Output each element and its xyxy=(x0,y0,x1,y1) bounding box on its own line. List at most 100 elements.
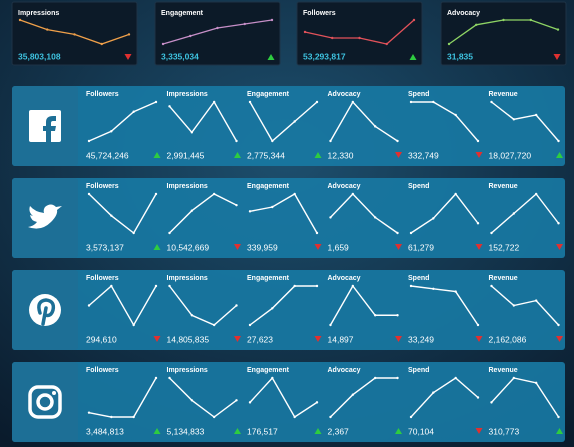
sparkline-point xyxy=(315,100,319,104)
kpi-card xyxy=(296,1,423,66)
kpi-title: Advocacy xyxy=(447,10,480,17)
sparkline-point xyxy=(529,18,532,22)
trend-arrow xyxy=(395,336,402,342)
sparkline-point xyxy=(212,100,216,104)
trend-arrow xyxy=(234,428,241,434)
sparkline-point xyxy=(168,231,171,235)
kpi-title: Engagement xyxy=(161,10,204,17)
metric-title: Spend xyxy=(408,183,429,190)
trend-arrow xyxy=(395,152,402,158)
metric-title: Advocacy xyxy=(328,183,361,190)
sparkline-point xyxy=(502,18,505,22)
sparkline-point xyxy=(243,22,246,26)
sparkline-point xyxy=(161,42,165,46)
sparkline-point xyxy=(373,314,377,317)
kpi-value: 3,335,034 xyxy=(161,51,199,61)
sparkline-point xyxy=(385,42,388,46)
metric-value: 3,484,813 xyxy=(86,426,124,436)
sparkline-point xyxy=(110,214,113,217)
trend-arrow xyxy=(153,336,161,342)
sparkline xyxy=(410,285,479,326)
sparkline-point xyxy=(87,411,91,414)
kpi-title: Impressions xyxy=(18,10,59,17)
metric-title: Revenue xyxy=(489,275,518,282)
sparkline-point xyxy=(271,376,274,380)
trend-arrow xyxy=(314,244,322,250)
platform-icon xyxy=(28,204,62,229)
sparkline xyxy=(490,377,560,418)
metric-value: 5,134,833 xyxy=(167,426,205,436)
sparkline-point xyxy=(216,26,219,30)
sparkline-point xyxy=(454,192,457,196)
sparkline-point xyxy=(87,139,91,143)
sparkline-point xyxy=(315,401,319,404)
platform-row xyxy=(12,178,565,258)
metric-value: 332,749 xyxy=(408,150,439,160)
metric-value: 1,659 xyxy=(328,242,350,252)
sparkline-point xyxy=(409,415,413,419)
sparkline-point xyxy=(512,304,516,307)
trend-arrow xyxy=(314,336,322,342)
sparkline-point xyxy=(512,118,516,121)
metric-title: Followers xyxy=(86,91,119,98)
sparkline xyxy=(249,101,318,143)
sparkline xyxy=(410,192,479,234)
metric-value: 294,610 xyxy=(86,334,117,344)
trend-arrow xyxy=(153,244,161,250)
sparkline-point xyxy=(132,415,135,419)
sparkline-point xyxy=(293,415,296,419)
icon-glyph xyxy=(37,298,56,326)
sparkline xyxy=(88,284,157,327)
sparkline-point xyxy=(46,28,49,31)
sparkline xyxy=(491,285,560,326)
metric-value: 152,722 xyxy=(489,242,520,252)
sparkline-point xyxy=(168,284,171,288)
sparkline-point xyxy=(409,231,413,235)
metric-title: Spend xyxy=(408,367,429,374)
metric-title: Impressions xyxy=(167,183,208,190)
sparkline-point xyxy=(373,376,377,380)
sparkline xyxy=(169,377,237,418)
sparkline xyxy=(169,193,237,234)
metric-title: Engagement xyxy=(247,275,290,282)
sparkline-point xyxy=(557,415,560,419)
trend-arrow xyxy=(395,428,402,434)
sparkline-point xyxy=(212,323,216,327)
icon-dot xyxy=(52,391,56,395)
trend-arrow xyxy=(153,152,161,158)
sparkline-point xyxy=(512,212,516,215)
sparkline-point xyxy=(454,113,457,117)
sparkline-point xyxy=(412,18,416,22)
trend-arrow xyxy=(234,336,241,342)
sparkline-point xyxy=(396,139,399,143)
sparkline-point xyxy=(190,131,194,134)
sparkline-point xyxy=(329,415,332,419)
sparkline-point xyxy=(557,139,560,143)
sparkline-point xyxy=(329,323,332,327)
metric-value: 176,517 xyxy=(247,426,278,436)
sparkline-point xyxy=(351,284,355,288)
icon-lens xyxy=(36,393,54,411)
metric-title: Revenue xyxy=(489,367,518,374)
sparkline-point xyxy=(18,18,22,22)
sparkline-point xyxy=(293,120,296,123)
sparkline-point xyxy=(409,284,413,288)
sparkline-point xyxy=(271,307,274,310)
icon-glyph xyxy=(28,204,62,229)
sparkline-point xyxy=(476,396,480,399)
sparkline-point xyxy=(490,284,493,288)
trend-arrow xyxy=(124,54,132,60)
sparkline-point xyxy=(329,216,332,219)
sparkline-point xyxy=(315,231,319,235)
trend-arrow xyxy=(556,244,563,250)
sparkline-point xyxy=(512,376,516,380)
metric-value: 2,162,086 xyxy=(489,334,527,344)
icon-frame xyxy=(28,385,62,419)
metric-value: 3,573,137 xyxy=(86,242,124,252)
sparkline-point xyxy=(476,323,480,327)
sparkline-point xyxy=(110,284,113,288)
metric-value: 2,991,445 xyxy=(167,150,205,160)
sparkline-point xyxy=(329,139,332,143)
sparkline-point xyxy=(212,415,216,419)
